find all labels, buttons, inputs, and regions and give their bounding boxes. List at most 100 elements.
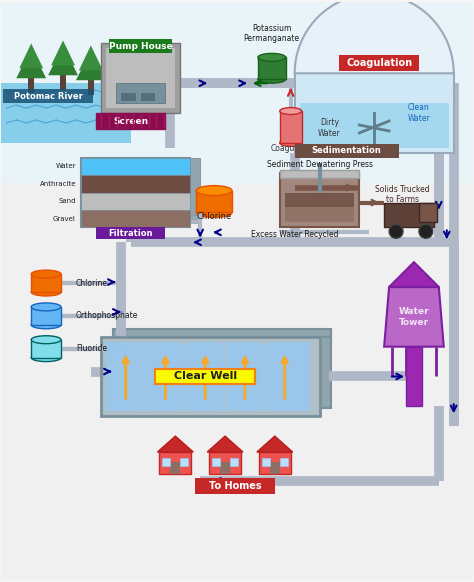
Text: Potassium
Permanganate: Potassium Permanganate — [244, 24, 300, 44]
Circle shape — [389, 225, 403, 238]
Bar — [1, 2, 473, 183]
Bar — [285, 193, 354, 222]
Text: Water
Tower: Water Tower — [399, 307, 429, 327]
Wedge shape — [295, 0, 454, 73]
Bar — [190, 158, 200, 215]
Text: Sand: Sand — [58, 198, 76, 204]
Bar — [141, 93, 155, 101]
Polygon shape — [1, 83, 131, 143]
Bar — [285, 193, 354, 208]
Ellipse shape — [31, 354, 61, 361]
Ellipse shape — [31, 303, 61, 311]
Bar — [280, 173, 359, 228]
Bar — [106, 48, 175, 108]
Bar — [141, 342, 146, 411]
Circle shape — [419, 225, 433, 238]
Bar — [195, 478, 275, 494]
Polygon shape — [51, 41, 75, 65]
Ellipse shape — [258, 54, 286, 61]
Bar — [260, 342, 265, 411]
Text: Excess Water Recycled: Excess Water Recycled — [251, 230, 338, 239]
Text: Screen: Screen — [113, 116, 148, 126]
Text: Anthracite: Anthracite — [39, 181, 76, 187]
Text: Coagulant: Coagulant — [271, 144, 310, 153]
Ellipse shape — [31, 321, 61, 329]
Bar — [339, 55, 419, 72]
Bar — [96, 113, 165, 129]
Bar — [196, 190, 232, 212]
Bar — [319, 333, 331, 409]
Bar — [81, 193, 190, 210]
Ellipse shape — [31, 270, 61, 278]
Ellipse shape — [258, 75, 286, 83]
Polygon shape — [48, 45, 78, 75]
Bar — [280, 111, 301, 143]
Bar — [60, 75, 66, 90]
Text: Fluoride: Fluoride — [76, 344, 107, 353]
Bar — [419, 203, 437, 222]
Text: Sediment Dewatering Press: Sediment Dewatering Press — [266, 160, 373, 169]
Bar — [109, 40, 173, 54]
Ellipse shape — [196, 186, 232, 196]
Bar — [1, 183, 473, 580]
Bar — [163, 458, 170, 466]
Text: Clear Well: Clear Well — [173, 371, 237, 381]
Text: Orthophosphate: Orthophosphate — [76, 311, 138, 320]
Ellipse shape — [31, 288, 61, 296]
Bar — [259, 452, 291, 474]
Bar — [170, 462, 180, 474]
Bar — [220, 462, 230, 474]
Text: Solids Trucked
to Farms: Solids Trucked to Farms — [375, 185, 429, 204]
Polygon shape — [79, 45, 103, 70]
Bar — [113, 329, 331, 337]
Bar — [258, 58, 286, 79]
Bar — [295, 73, 454, 153]
Polygon shape — [389, 262, 439, 287]
Bar — [180, 458, 188, 466]
Text: Potomac River: Potomac River — [14, 91, 82, 101]
Text: Filtration: Filtration — [109, 229, 153, 238]
Text: Chlorine: Chlorine — [76, 279, 108, 288]
Ellipse shape — [280, 140, 301, 146]
Text: Water: Water — [55, 164, 76, 169]
Polygon shape — [76, 51, 106, 80]
Bar — [180, 342, 185, 411]
Bar — [81, 158, 190, 228]
Polygon shape — [257, 436, 292, 452]
Bar — [3, 89, 93, 103]
Bar — [31, 274, 61, 292]
Polygon shape — [19, 44, 43, 68]
Bar — [209, 452, 241, 474]
Bar — [31, 340, 61, 357]
Bar — [81, 158, 190, 175]
Text: Clean
Water: Clean Water — [408, 104, 430, 123]
Bar — [262, 458, 270, 466]
Ellipse shape — [280, 108, 301, 115]
Bar — [81, 175, 190, 193]
Polygon shape — [157, 436, 193, 452]
Bar — [121, 93, 136, 101]
Bar — [406, 347, 422, 406]
Polygon shape — [207, 436, 243, 452]
Bar — [190, 158, 200, 223]
Text: Chlorine: Chlorine — [197, 212, 232, 221]
Text: Sedimentation: Sedimentation — [311, 146, 381, 155]
Bar — [106, 342, 310, 411]
Bar — [280, 458, 288, 466]
Polygon shape — [384, 287, 444, 347]
Text: Pump House: Pump House — [109, 42, 173, 51]
Text: Coagulation: Coagulation — [346, 58, 412, 68]
Bar — [88, 80, 94, 95]
Bar — [220, 342, 225, 411]
Bar — [81, 210, 190, 228]
Ellipse shape — [31, 336, 61, 344]
Text: Dirty
Water: Dirty Water — [318, 118, 341, 138]
Bar — [384, 203, 434, 228]
Bar — [190, 158, 200, 219]
Bar — [212, 458, 220, 466]
Text: Gravel: Gravel — [53, 216, 76, 222]
Bar — [101, 44, 180, 113]
Bar — [155, 368, 255, 385]
Bar — [101, 337, 319, 416]
Bar — [159, 452, 191, 474]
